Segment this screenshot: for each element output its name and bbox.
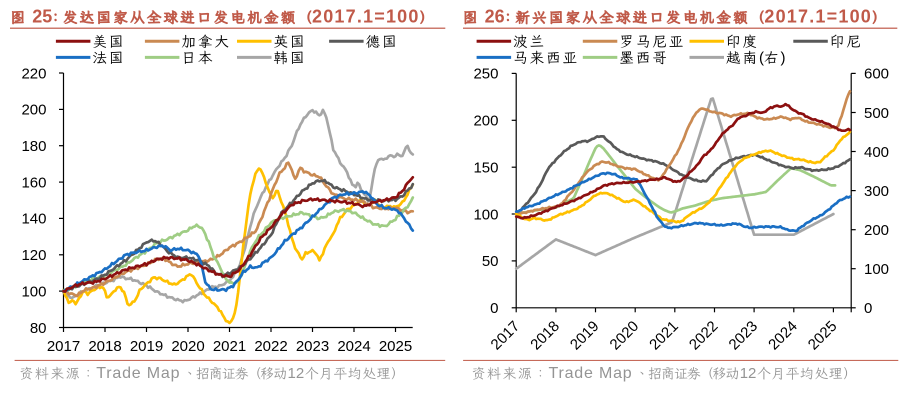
svg-text:100: 100 [864,261,889,278]
svg-text:(: ( [759,50,764,67]
svg-text:220: 220 [21,65,46,82]
svg-text:50: 50 [482,253,499,270]
svg-text:2020: 2020 [171,338,204,355]
svg-text:180: 180 [21,138,46,155]
svg-text:200: 200 [864,222,889,239]
svg-text:160: 160 [21,174,46,191]
svg-text:25: 25 [32,7,52,27]
svg-text:200: 200 [21,102,46,119]
svg-text:Trade Map: Trade Map [96,365,180,382]
svg-text:2023: 2023 [296,338,329,355]
svg-text:2022: 2022 [254,338,287,355]
svg-text:2025: 2025 [379,338,412,355]
svg-text:100: 100 [473,206,498,223]
svg-text:2017.1=100: 2017.1=100 [764,7,872,27]
svg-text:200: 200 [473,113,498,130]
svg-text:2018: 2018 [88,338,121,355]
svg-text:0: 0 [490,300,498,317]
svg-text:100: 100 [21,283,46,300]
svg-text:12: 12 [288,365,305,382]
svg-text:120: 120 [21,247,46,264]
svg-text:300: 300 [864,183,889,200]
svg-text:2017: 2017 [47,338,80,355]
svg-text:2024: 2024 [337,338,370,355]
svg-text:2021: 2021 [213,338,246,355]
svg-text:250: 250 [473,66,498,83]
svg-text:Trade Map: Trade Map [549,365,633,382]
svg-text:80: 80 [30,320,47,337]
svg-text:140: 140 [21,211,46,228]
svg-text:600: 600 [864,66,889,83]
svg-text:2017.1=100: 2017.1=100 [312,7,420,27]
svg-text:500: 500 [864,105,889,122]
svg-text:2019: 2019 [130,338,163,355]
svg-text:12: 12 [740,365,757,382]
svg-text:): ) [781,50,786,67]
svg-text:400: 400 [864,144,889,161]
svg-text:26: 26 [485,7,505,27]
svg-text:150: 150 [473,160,498,177]
svg-text:0: 0 [864,300,872,317]
